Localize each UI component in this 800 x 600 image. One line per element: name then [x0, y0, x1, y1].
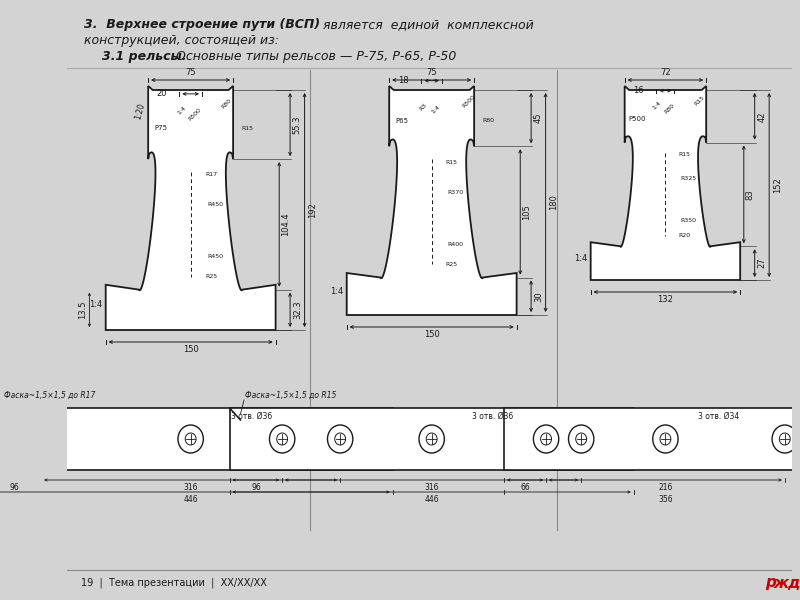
Text: 96: 96: [251, 483, 261, 492]
Text: R15: R15: [242, 125, 254, 131]
Text: 30: 30: [534, 291, 543, 302]
Text: 192: 192: [308, 202, 318, 218]
Circle shape: [419, 425, 444, 453]
Text: R25: R25: [206, 274, 218, 279]
Text: 180: 180: [550, 194, 558, 211]
Circle shape: [541, 433, 551, 445]
Text: 83: 83: [746, 189, 754, 200]
Text: 3 отв. Ø36: 3 отв. Ø36: [231, 412, 272, 421]
Text: 3 отв. Ø34: 3 отв. Ø34: [698, 412, 739, 421]
Text: R15: R15: [694, 94, 706, 107]
Text: ж: ж: [774, 575, 789, 590]
Text: Фаска~1,5×1,5 до R17: Фаска~1,5×1,5 до R17: [4, 391, 95, 400]
Circle shape: [327, 425, 353, 453]
Text: R15: R15: [678, 152, 690, 157]
Text: R80: R80: [220, 98, 233, 110]
Text: д: д: [787, 575, 799, 590]
Text: 1:4: 1:4: [652, 100, 662, 111]
Text: R20: R20: [678, 233, 690, 238]
Text: 216: 216: [658, 483, 673, 492]
Text: R80: R80: [663, 103, 675, 115]
Text: 105: 105: [522, 204, 531, 220]
Circle shape: [660, 433, 671, 445]
Text: 45: 45: [534, 113, 543, 124]
Text: 1:4: 1:4: [574, 254, 587, 263]
Circle shape: [534, 425, 558, 453]
Text: 20: 20: [156, 89, 166, 98]
Circle shape: [779, 433, 790, 445]
Text: 13.5: 13.5: [78, 301, 87, 319]
Circle shape: [277, 433, 287, 445]
Text: R3: R3: [418, 102, 428, 112]
Text: Фаска~1,5×1,5 до R15: Фаска~1,5×1,5 до R15: [245, 391, 336, 400]
Circle shape: [186, 433, 196, 445]
Text: R80: R80: [482, 118, 494, 124]
Text: является  единой  комплексной: является единой комплексной: [314, 18, 534, 31]
Circle shape: [772, 425, 798, 453]
Text: R400: R400: [447, 242, 463, 247]
Text: 55.3: 55.3: [293, 115, 302, 134]
Text: 1:4: 1:4: [330, 287, 343, 296]
Bar: [504, 408, 800, 470]
Text: P500: P500: [628, 116, 646, 122]
Text: R325: R325: [680, 176, 696, 181]
Text: R500: R500: [462, 94, 476, 109]
Text: Р75: Р75: [154, 125, 167, 131]
Text: 75: 75: [186, 68, 196, 77]
Text: R450: R450: [207, 254, 223, 259]
Text: R17: R17: [206, 172, 218, 177]
Circle shape: [270, 425, 295, 453]
Text: Р65: Р65: [395, 118, 409, 124]
Polygon shape: [590, 86, 740, 280]
Text: 96: 96: [10, 483, 20, 492]
Text: 1:4: 1:4: [89, 301, 102, 310]
Text: R15: R15: [446, 160, 458, 164]
Polygon shape: [106, 86, 275, 330]
Text: 18: 18: [398, 76, 409, 85]
Text: R450: R450: [207, 202, 223, 208]
Text: Основные типы рельсов — Р-75, Р-65, Р-50: Основные типы рельсов — Р-75, Р-65, Р-50: [172, 50, 456, 63]
Text: 3.1 рельсы.: 3.1 рельсы.: [102, 50, 186, 63]
Text: 316: 316: [183, 483, 198, 492]
Circle shape: [334, 433, 346, 445]
Text: 446: 446: [183, 495, 198, 504]
Text: 75: 75: [426, 68, 437, 77]
Text: 42: 42: [758, 111, 766, 121]
Text: 27: 27: [758, 258, 766, 268]
Text: 3 отв. Ø36: 3 отв. Ø36: [472, 412, 514, 421]
Text: 356: 356: [658, 495, 673, 504]
Text: р: р: [765, 575, 776, 590]
Text: 66: 66: [520, 483, 530, 492]
Bar: [0, 408, 393, 470]
Circle shape: [426, 433, 437, 445]
Circle shape: [653, 425, 678, 453]
Text: 132: 132: [658, 295, 674, 304]
Text: конструкцией, состоящей из:: конструкцией, состоящей из:: [84, 34, 278, 47]
Text: 19  |  Тема презентации  |  ХХ/ХХ/ХХ: 19 | Тема презентации | ХХ/ХХ/ХХ: [81, 578, 267, 588]
Text: R500: R500: [187, 107, 202, 122]
Circle shape: [569, 425, 594, 453]
Text: 3.  Верхнее строение пути (ВСП): 3. Верхнее строение пути (ВСП): [84, 18, 320, 31]
Text: 72: 72: [660, 68, 670, 77]
Bar: [230, 408, 634, 470]
Text: R370: R370: [447, 190, 463, 194]
Text: 446: 446: [424, 495, 439, 504]
Text: 150: 150: [182, 345, 198, 354]
Text: R350: R350: [680, 218, 696, 223]
Polygon shape: [346, 86, 517, 315]
Text: 1:4: 1:4: [177, 106, 187, 116]
Circle shape: [576, 433, 586, 445]
Text: 32.3: 32.3: [293, 301, 302, 319]
Circle shape: [29, 425, 54, 453]
Text: 104.4: 104.4: [281, 212, 290, 236]
Circle shape: [36, 433, 46, 445]
Text: 316: 316: [425, 483, 439, 492]
Text: 1:4: 1:4: [430, 104, 442, 115]
Text: R25: R25: [446, 262, 458, 267]
Text: 16: 16: [633, 86, 644, 95]
Text: 152: 152: [773, 177, 782, 193]
Circle shape: [178, 425, 203, 453]
Text: 1:20: 1:20: [134, 101, 146, 120]
Text: 150: 150: [424, 330, 439, 339]
